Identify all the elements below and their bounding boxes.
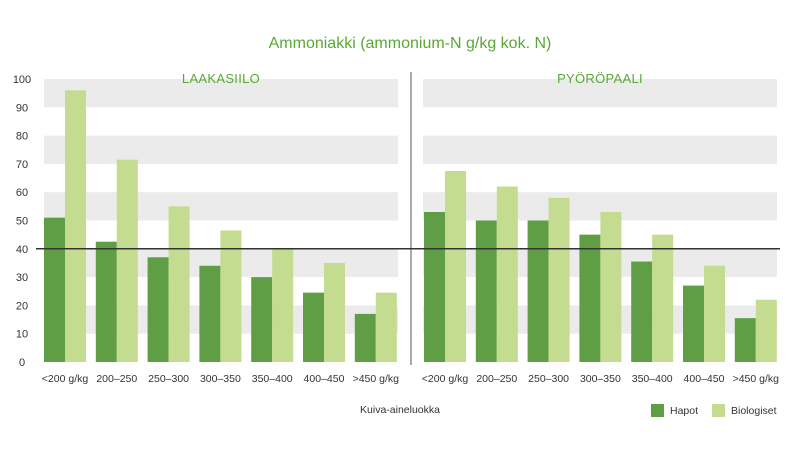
y-tick-label: 100 (13, 74, 31, 86)
y-tick-label: 40 (16, 244, 28, 256)
x-axis-label: Kuiva-aineluokka (360, 404, 440, 416)
category-label: 400–450 (684, 373, 725, 385)
bar-biologiset-1-5 (704, 265, 725, 362)
bar-biologiset-0-1 (116, 159, 138, 362)
y-tick-label: 80 (16, 131, 28, 143)
bar-hapot-1-1 (475, 220, 497, 362)
category-label: 200–250 (96, 373, 137, 385)
panel-title: PYÖRÖPAALI (557, 71, 643, 86)
bar-biologiset-0-0 (65, 90, 86, 362)
category-labels: <200 g/kg 200–250 250–300 300–350 350–400 400… (42, 373, 779, 385)
bar-biologiset-0-3 (220, 230, 242, 362)
bar-hapot-1-6 (734, 318, 756, 362)
bar-hapot-1-5 (683, 285, 704, 362)
y-tick-label: 20 (16, 300, 28, 312)
category-label: >450 g/kg (733, 373, 780, 385)
y-tick-label: 30 (16, 272, 28, 284)
y-tick-label: 70 (16, 159, 28, 171)
category-label: 350–400 (632, 373, 673, 385)
bar-hapot-0-1 (95, 241, 117, 362)
bar-hapot-0-6 (354, 313, 376, 362)
category-label: <200 g/kg (42, 373, 89, 385)
grid-band (423, 79, 777, 108)
legend: Hapot Biologiset (651, 404, 777, 417)
bar-hapot-1-0 (424, 212, 445, 362)
legend-swatch-hapot (651, 404, 664, 417)
category-label: 200–250 (476, 373, 517, 385)
bar-biologiset-1-4 (652, 234, 674, 362)
grid-band (423, 135, 777, 164)
category-label: 250–300 (528, 373, 569, 385)
category-label: 250–300 (148, 373, 189, 385)
grid-band (423, 192, 777, 221)
bar-hapot-0-0 (44, 217, 65, 362)
y-tick-label: 50 (16, 216, 28, 228)
y-tick-label: 10 (16, 329, 28, 341)
grid-band (44, 135, 398, 164)
grid-band (44, 79, 398, 108)
bar-biologiset-0-2 (168, 206, 190, 362)
bar-biologiset-1-0 (445, 170, 466, 362)
bar-biologiset-0-6 (375, 292, 397, 362)
bar-hapot-0-2 (147, 257, 169, 362)
bar-biologiset-1-6 (755, 299, 777, 362)
y-tick-label: 60 (16, 187, 28, 199)
chart-title: Ammoniakki (ammonium-N g/kg kok. N) (269, 35, 552, 52)
y-tick-label: 0 (19, 357, 25, 369)
bar-biologiset-1-1 (496, 186, 518, 362)
legend-label: Biologiset (731, 405, 777, 417)
category-label: >450 g/kg (353, 373, 400, 385)
panel-title: LAAKASIILO (182, 71, 260, 86)
panel-titles: LAAKASIILO PYÖRÖPAALI (182, 71, 643, 86)
bar-hapot-1-2 (527, 220, 549, 362)
bar-hapot-1-3 (579, 234, 601, 362)
category-label: 300–350 (580, 373, 621, 385)
bar-biologiset-1-2 (548, 197, 570, 362)
bar-hapot-1-4 (631, 261, 653, 362)
y-axis-ticks: 0 10 20 30 40 50 60 70 80 90 100 (13, 74, 31, 369)
bar-biologiset-1-3 (600, 212, 622, 362)
bar-hapot-0-3 (199, 265, 221, 362)
grid-band (44, 192, 398, 221)
bar-biologiset-0-4 (272, 248, 294, 362)
category-label: 400–450 (304, 373, 345, 385)
y-tick-label: 90 (16, 102, 28, 114)
legend-swatch-biologiset (712, 404, 725, 417)
category-label: 300–350 (200, 373, 241, 385)
bar-hapot-0-4 (251, 277, 273, 362)
bars (44, 90, 777, 362)
bar-biologiset-0-5 (324, 262, 345, 362)
legend-label: Hapot (670, 405, 698, 417)
category-label: 350–400 (252, 373, 293, 385)
bar-hapot-0-5 (303, 292, 324, 362)
category-label: <200 g/kg (422, 373, 469, 385)
